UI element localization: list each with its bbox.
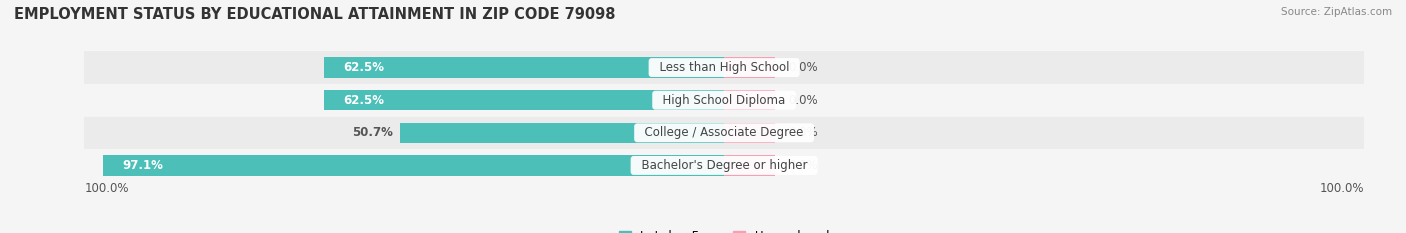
Text: 0.0%: 0.0%	[787, 159, 818, 172]
Bar	[84, 84, 1364, 116]
Bar	[325, 90, 724, 110]
Text: 62.5%: 62.5%	[343, 94, 384, 107]
Text: Bachelor's Degree or higher: Bachelor's Degree or higher	[634, 159, 814, 172]
Bar	[399, 123, 724, 143]
Text: 100.0%: 100.0%	[84, 182, 129, 195]
Text: 100.0%: 100.0%	[1319, 182, 1364, 195]
Bar	[724, 123, 775, 143]
Bar	[325, 58, 724, 78]
Bar	[724, 90, 775, 110]
Text: 0.0%: 0.0%	[787, 126, 818, 139]
Bar	[724, 155, 775, 175]
Text: Less than High School: Less than High School	[651, 61, 797, 74]
Text: Source: ZipAtlas.com: Source: ZipAtlas.com	[1281, 7, 1392, 17]
Bar	[724, 58, 775, 78]
Text: College / Associate Degree: College / Associate Degree	[637, 126, 811, 139]
Bar	[84, 149, 1364, 182]
Text: 50.7%: 50.7%	[353, 126, 394, 139]
Text: 0.0%: 0.0%	[787, 61, 818, 74]
Bar	[103, 155, 724, 175]
Text: 97.1%: 97.1%	[122, 159, 163, 172]
Legend: In Labor Force, Unemployed: In Labor Force, Unemployed	[614, 225, 834, 233]
Text: High School Diploma: High School Diploma	[655, 94, 793, 107]
Bar	[84, 51, 1364, 84]
Bar	[84, 116, 1364, 149]
Text: EMPLOYMENT STATUS BY EDUCATIONAL ATTAINMENT IN ZIP CODE 79098: EMPLOYMENT STATUS BY EDUCATIONAL ATTAINM…	[14, 7, 616, 22]
Text: 62.5%: 62.5%	[343, 61, 384, 74]
Text: 0.0%: 0.0%	[787, 94, 818, 107]
